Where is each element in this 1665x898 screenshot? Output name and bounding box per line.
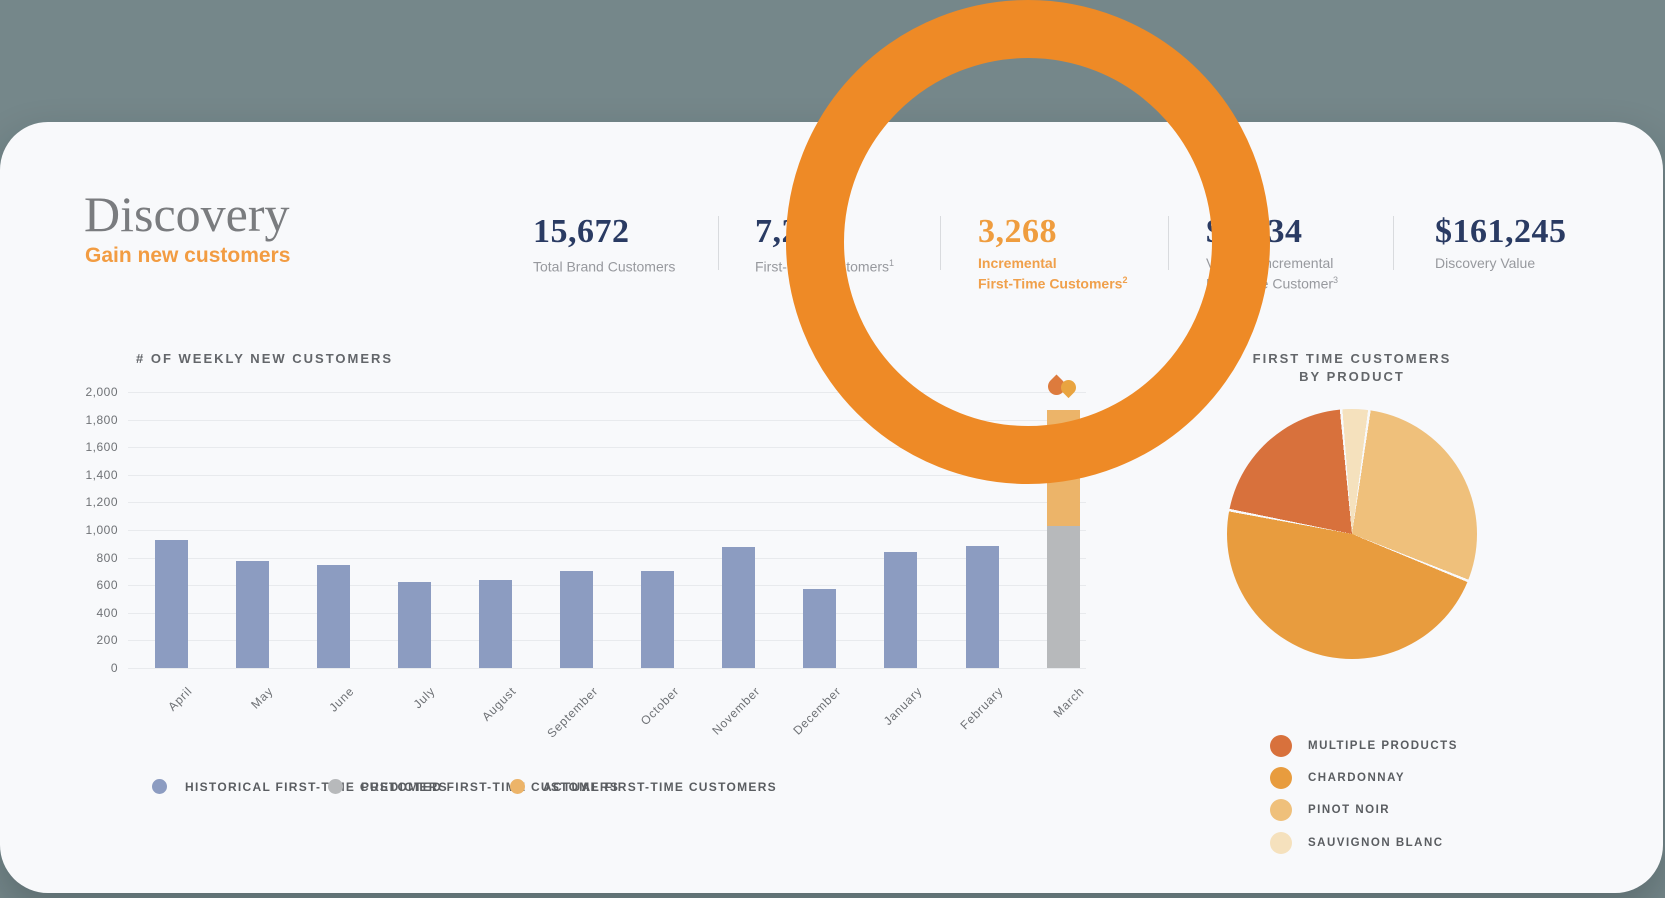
pie-chart-title: FIRST TIME CUSTOMERS BY PRODUCT — [1227, 350, 1477, 386]
historical-bar-november — [722, 546, 756, 668]
historical-legend-dot-icon — [152, 779, 167, 794]
historical-bar-january — [884, 552, 918, 668]
gridline — [128, 447, 1086, 449]
gridline — [128, 612, 1086, 614]
y-axis-tick-label: 1,600 — [85, 440, 118, 455]
y-axis-tick-label: 1,800 — [85, 412, 118, 427]
page-title: Discovery — [84, 186, 290, 242]
stat-total-brand-customers: 15,672 Total Brand Customers — [533, 213, 675, 276]
gridline — [128, 530, 1086, 531]
highlight-ring-annotation — [786, 0, 1270, 484]
gridline — [128, 585, 1086, 587]
actual-legend-dot-icon — [510, 779, 525, 794]
stat-divider — [1393, 216, 1394, 270]
sauvignon-blanc-dot-icon — [1270, 832, 1292, 854]
page-subtitle: Gain new customers — [85, 244, 291, 267]
historical-bar-may — [235, 561, 269, 668]
gridline — [128, 392, 1086, 393]
y-axis-tick-label: 0 — [110, 661, 118, 675]
pie-legend-chardonnay: CHARDONNAY — [1270, 767, 1405, 789]
y-axis-tick-label: 800 — [96, 550, 118, 565]
stat-label: Total Brand Customers — [533, 258, 676, 275]
gridline — [128, 419, 1086, 421]
y-axis-tick-label: 1,200 — [85, 495, 118, 510]
footnote-marker: 3 — [1333, 275, 1339, 285]
stat-label: Discovery Value — [1435, 255, 1536, 271]
pie-title-line1: FIRST TIME CUSTOMERS — [1252, 351, 1452, 366]
historical-bar-july — [397, 582, 431, 668]
pie-legend-label: CHARDONNAY — [1308, 772, 1405, 784]
gridline — [128, 668, 1086, 669]
predicted-legend-dot-icon — [328, 779, 343, 794]
first-time-customers-pie-chart — [1227, 409, 1477, 659]
gridline — [128, 474, 1086, 476]
legend-label: PREDICTED FIRST-TIME CUSTOMERS — [361, 779, 620, 794]
legend-item-historical: HISTORICAL FIRST-TIME CUSTOMERS — [152, 779, 448, 794]
legend-label: ACTUAL FIRST-TIME CUSTOMERS — [543, 779, 777, 794]
bar-chart-title: # OF WEEKLY NEW CUSTOMERS — [136, 351, 394, 366]
pie-legend-label: SAUVIGNON BLANC — [1308, 837, 1444, 849]
stat-value: $161,245 — [1435, 213, 1567, 250]
pie-legend-pinot-noir: PINOT NOIR — [1270, 799, 1390, 821]
stat-divider — [718, 216, 719, 270]
gridline — [128, 502, 1086, 504]
historical-bar-september — [560, 570, 593, 668]
historical-bar-december — [803, 588, 837, 668]
pie-legend-label: PINOT NOIR — [1308, 804, 1391, 816]
pinot-noir-dot-icon — [1270, 799, 1292, 821]
y-axis-tick-label: 200 — [96, 633, 118, 648]
legend-label: HISTORICAL FIRST-TIME CUSTOMERS — [185, 779, 448, 794]
predicted-bar-march — [1046, 525, 1080, 668]
pie-legend-label: MULTIPLE PRODUCTS — [1308, 740, 1458, 752]
historical-bar-april — [154, 539, 188, 668]
historical-bar-june — [316, 564, 350, 668]
stat-discovery-value: $161,245 Discovery Value — [1435, 213, 1567, 272]
pie-legend-multiple-products: MULTIPLE PRODUCTS — [1270, 735, 1458, 757]
chardonnay-dot-icon — [1270, 767, 1292, 789]
multiple-products-dot-icon — [1270, 735, 1292, 757]
y-axis-tick-label: 400 — [96, 605, 118, 620]
pie-title-line2: BY PRODUCT — [1299, 369, 1405, 384]
y-axis-tick-label: 600 — [96, 578, 118, 593]
y-axis-tick-label: 2,000 — [85, 385, 118, 399]
historical-bar-february — [965, 545, 999, 668]
y-axis-tick-label: 1,000 — [85, 523, 118, 537]
weekly-new-customers-bar-chart: 2,000 1,800 1,600 1,400 1,200 1,000 800 600 400 2… — [85, 385, 1087, 741]
gridline — [128, 640, 1086, 642]
legend-item-predicted: PREDICTED FIRST-TIME CUSTOMERS — [328, 779, 619, 794]
stat-value: 15,672 — [533, 213, 630, 250]
historical-bar-october — [641, 570, 675, 668]
historical-bar-august — [478, 580, 512, 668]
legend-item-actual: ACTUAL FIRST-TIME CUSTOMERS — [510, 779, 777, 794]
pie-legend-sauvignon-blanc: SAUVIGNON BLANC — [1270, 832, 1444, 854]
gridline — [128, 557, 1086, 559]
y-axis-tick-label: 1,400 — [85, 467, 118, 482]
